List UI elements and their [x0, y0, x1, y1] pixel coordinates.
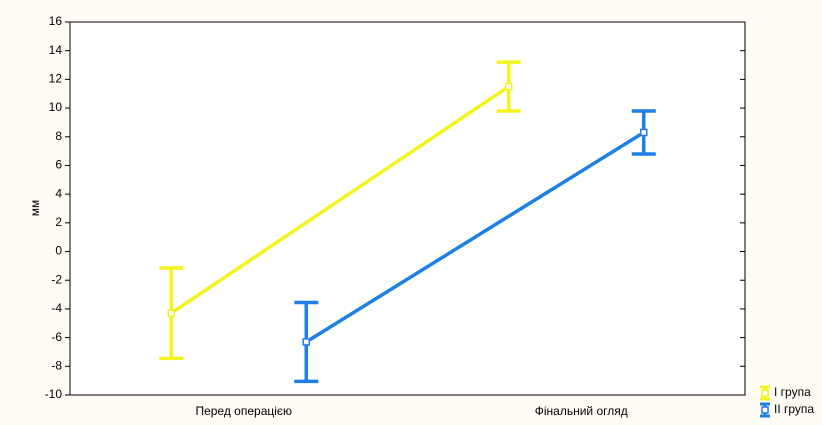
- y-tick-label: -6: [51, 330, 62, 344]
- legend-label: I група: [774, 385, 811, 399]
- y-tick-label: -2: [51, 272, 62, 286]
- y-tick-label: -4: [51, 301, 62, 315]
- y-tick-label: -8: [51, 358, 62, 372]
- plot-area: [69, 21, 746, 396]
- legend-marker: [761, 389, 769, 397]
- y-tick-label: 4: [55, 186, 62, 200]
- point: [505, 82, 513, 91]
- y-tick-label: 14: [49, 43, 63, 57]
- legend-label: II група: [774, 402, 814, 416]
- y-tick-label: 6: [55, 158, 62, 172]
- y-tick-label: 2: [55, 215, 62, 229]
- y-axis-label: мм: [28, 200, 42, 217]
- y-tick-label: 10: [49, 100, 63, 114]
- y-tick-label: 12: [49, 72, 63, 86]
- point: [302, 338, 310, 346]
- y-tick-label: 0: [55, 244, 62, 258]
- point: [167, 309, 175, 317]
- series-line: [170, 85, 510, 315]
- x-tick-label: Перед операцією: [195, 404, 292, 418]
- x-tick-label: Фінальний огляд: [535, 404, 628, 418]
- y-tick-label: 16: [49, 14, 63, 28]
- point: [640, 128, 648, 137]
- series-line: [305, 130, 645, 344]
- y-tick-label: -10: [45, 387, 63, 401]
- legend-marker: [761, 406, 769, 414]
- y-tick-label: 8: [55, 129, 62, 143]
